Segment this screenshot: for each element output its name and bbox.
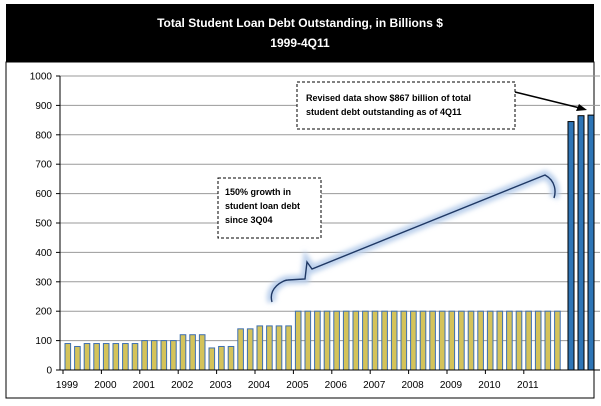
bar: [256, 325, 264, 371]
y-tick-label: 200: [35, 307, 52, 318]
bar: [371, 310, 379, 371]
bar: [525, 310, 532, 371]
revised-note-line-1: Revised data show $867 billion of total: [306, 93, 471, 103]
bar: [64, 343, 72, 371]
bar: [189, 334, 196, 371]
growth-note-line-1: 150% growth in: [225, 187, 291, 197]
y-axis-ticks: 0 100 200 300 400 500 600 700 800 900 1000: [30, 72, 60, 377]
bar: [342, 310, 350, 371]
revised-arrow-head: [576, 104, 587, 111]
bar: [237, 328, 244, 371]
x-tick-label: 2011: [517, 380, 539, 391]
bar: [74, 345, 81, 371]
title-banner: [6, 4, 594, 62]
bar: [534, 310, 542, 371]
bar: [400, 310, 408, 371]
y-tick-label: 600: [35, 189, 52, 200]
bar: [227, 345, 235, 371]
bar: [438, 310, 446, 371]
x-tick-label: 2004: [248, 380, 271, 391]
bar: [506, 310, 513, 371]
growth-note-line-3: since 3Q04: [225, 215, 273, 225]
bar: [170, 340, 177, 371]
bar: [362, 310, 369, 371]
bar: [285, 325, 292, 371]
x-tick-label: 2002: [171, 380, 194, 391]
bar-revised: [577, 115, 585, 371]
x-tick-label: 2009: [440, 380, 463, 391]
bar: [390, 310, 398, 371]
bar: [381, 310, 388, 371]
y-tick-label: 900: [35, 101, 52, 112]
bar: [467, 310, 475, 371]
bar: [218, 345, 225, 371]
y-tick-label: 500: [35, 219, 52, 230]
bar-revised: [567, 121, 575, 371]
annotation-revised: Revised data show $867 billion of total …: [296, 81, 587, 130]
x-tick-label: 2000: [94, 380, 117, 391]
chart-title: Total Student Loan Debt Outstanding, in …: [157, 16, 443, 30]
chart-subtitle: 1999-4Q11: [270, 36, 330, 50]
bar: [198, 334, 206, 371]
revised-arrow: [514, 91, 581, 109]
bar: [410, 310, 417, 371]
bar: [131, 343, 139, 371]
growth-bracket: [270, 174, 556, 303]
bar: [160, 340, 168, 371]
revised-note-line-2: student debt outstanding as of 4Q11: [306, 107, 462, 117]
x-axis-ticks: 1999 2000 2001 2002 2003 2004 2005 2006 2007 2008…: [56, 370, 539, 391]
x-tick-label: 2010: [478, 380, 501, 391]
bar: [150, 340, 158, 371]
growth-note-box: [217, 177, 322, 239]
bar: [448, 310, 456, 371]
bar: [323, 310, 331, 371]
x-tick-label: 2005: [286, 380, 309, 391]
bar: [208, 347, 216, 371]
growth-note-line-2: student loan debt: [225, 201, 300, 211]
bar: [266, 325, 273, 371]
bar: [112, 343, 120, 371]
y-tick-label: 100: [35, 336, 52, 347]
y-tick-label: 1000: [30, 72, 53, 83]
bar: [429, 310, 436, 371]
bar: [515, 310, 523, 371]
y-tick-label: 0: [46, 366, 52, 377]
bar: [496, 310, 504, 371]
y-tick-label: 700: [35, 160, 52, 171]
bar: [122, 343, 129, 371]
revised-note-box: [296, 81, 516, 130]
bar: [83, 343, 91, 371]
x-tick-label: 2008: [401, 380, 424, 391]
bar: [294, 310, 302, 371]
bar: [419, 310, 427, 371]
bar: [102, 343, 110, 371]
bar: [275, 325, 283, 371]
bar: [554, 310, 561, 371]
annotation-callout-growth: [266, 170, 560, 304]
bar: [477, 310, 484, 371]
bar: [304, 310, 312, 371]
bar: [141, 340, 148, 371]
y-tick-label: 800: [35, 130, 52, 141]
x-tick-label: 1999: [56, 380, 79, 391]
bar: [314, 310, 321, 371]
bar: [458, 310, 465, 371]
y-tick-label: 300: [35, 277, 52, 288]
bar-revised: [587, 114, 595, 371]
bar: [179, 334, 187, 371]
bar: [352, 310, 360, 371]
bar: [333, 310, 340, 371]
bar: [486, 310, 494, 371]
bar: [93, 343, 100, 371]
x-tick-label: 2007: [363, 380, 386, 391]
bar: [246, 328, 254, 371]
x-tick-label: 2003: [209, 380, 232, 391]
bar: [544, 310, 552, 371]
x-tick-label: 2006: [325, 380, 348, 391]
annotation-growth: 150% growth in student loan debt since 3…: [217, 177, 322, 239]
y-tick-label: 400: [35, 248, 52, 259]
x-tick-label: 2001: [133, 380, 156, 391]
